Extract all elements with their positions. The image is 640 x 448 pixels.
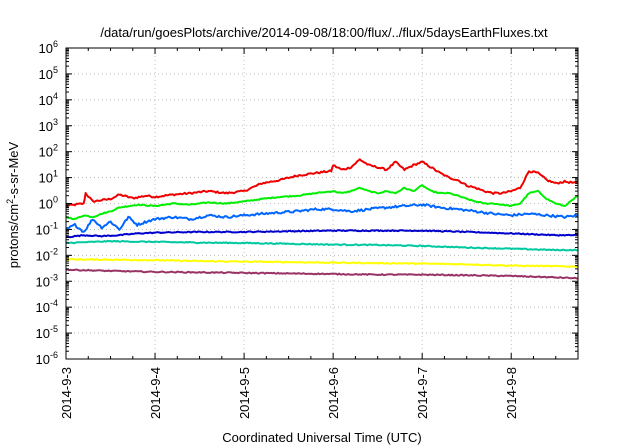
y-tick-label: 101 (39, 169, 58, 186)
x-tick-label: 2014-9-7 (415, 367, 430, 419)
y-tick-label: 10-5 (36, 324, 58, 341)
y-tick-label: 10-6 (36, 350, 58, 367)
x-axis-label: Coordinated Universal Time (UTC) (222, 430, 421, 445)
y-tick-label: 10-3 (36, 272, 58, 289)
y-tick-label: 10-2 (36, 246, 58, 263)
y-axis-label: protons/cm2-s-sr-MeV (5, 141, 21, 268)
x-tick-label: 2014-9-3 (59, 367, 74, 419)
series-line-1 (65, 158, 579, 208)
y-tick-label: 104 (39, 91, 58, 108)
y-tick-label: 10-4 (36, 298, 58, 315)
series-line-3 (65, 203, 579, 233)
series-line-7 (65, 268, 579, 280)
series-line-2 (65, 184, 579, 221)
y-tick-label: 106 (39, 39, 58, 56)
y-tick-label: 105 (39, 65, 58, 82)
x-tick-label: 2014-9-4 (148, 367, 163, 419)
series-line-6 (65, 257, 579, 268)
y-tick-label: 100 (39, 195, 58, 212)
series-line-4 (65, 229, 579, 239)
series-line-5 (66, 239, 579, 252)
chart-title: /data/run/goesPlots/archive/2014-09-08/1… (100, 25, 548, 40)
x-tick-label: 2014-9-8 (504, 367, 519, 419)
y-tick-label: 103 (39, 117, 58, 134)
y-axis-ticks: 10-6 10-5 10-4 10-3 10-2 10-1 100 101 102 103 104 1… (36, 39, 578, 367)
x-tick-label: 2014-9-5 (237, 367, 252, 419)
grid-lines (66, 48, 578, 359)
x-axis-ticks: 2014-9-3 2014-9-4 2014-9-5 2014-9-6 2014-9-7… (59, 48, 557, 419)
y-tick-label: 102 (39, 143, 58, 160)
series-layer (65, 158, 579, 280)
y-tick-label: 10-1 (36, 220, 58, 237)
x-tick-label: 2014-9-6 (326, 367, 341, 419)
